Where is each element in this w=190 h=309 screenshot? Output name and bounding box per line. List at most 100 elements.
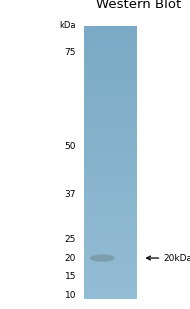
Bar (84, 163, 137, 165)
Bar (84, 81, 137, 83)
Bar (84, 239, 137, 241)
Bar (84, 90, 137, 92)
Bar (84, 286, 137, 288)
Bar (84, 57, 137, 59)
Bar (84, 281, 137, 283)
Bar (84, 141, 137, 143)
Bar (84, 97, 137, 99)
Bar (84, 177, 137, 179)
Bar (84, 119, 137, 121)
Bar (84, 35, 137, 38)
Bar (84, 252, 137, 254)
Bar (84, 64, 137, 67)
Bar (84, 164, 137, 167)
Bar (84, 275, 137, 277)
Bar (84, 259, 137, 261)
Bar (84, 228, 137, 230)
Text: 20kDa: 20kDa (163, 254, 190, 263)
Bar (84, 188, 137, 190)
Bar (84, 63, 137, 65)
Bar (84, 257, 137, 259)
Bar (84, 104, 137, 107)
Bar (84, 66, 137, 68)
Bar (84, 53, 137, 56)
Bar (84, 233, 137, 235)
Bar (84, 181, 137, 183)
Bar (84, 83, 137, 85)
Bar (84, 161, 137, 163)
Bar (84, 86, 137, 88)
Bar (84, 193, 137, 196)
Bar (84, 262, 137, 265)
Bar (84, 297, 137, 299)
Bar (84, 192, 137, 194)
Bar (84, 246, 137, 248)
Bar (84, 206, 137, 208)
Bar (84, 28, 137, 30)
Bar (84, 201, 137, 203)
Text: Western Blot: Western Blot (96, 0, 181, 11)
Bar (84, 204, 137, 206)
Bar (84, 288, 137, 290)
Bar (84, 260, 137, 263)
Bar (84, 199, 137, 201)
Bar (84, 128, 137, 130)
Bar (84, 130, 137, 132)
Bar (84, 277, 137, 279)
Text: 37: 37 (64, 190, 76, 199)
Bar (84, 179, 137, 181)
Bar (84, 39, 137, 41)
Bar (84, 159, 137, 161)
Bar (84, 124, 137, 127)
Bar (84, 190, 137, 192)
Bar (84, 253, 137, 256)
Bar (84, 94, 137, 96)
Text: 20: 20 (65, 254, 76, 263)
Bar (84, 175, 137, 177)
Bar (84, 72, 137, 74)
Bar (84, 79, 137, 81)
Ellipse shape (91, 254, 115, 261)
Bar (84, 44, 137, 47)
Bar (84, 152, 137, 154)
Bar (84, 222, 137, 225)
Bar (84, 68, 137, 70)
Bar (84, 293, 137, 295)
Bar (84, 248, 137, 250)
Bar (84, 226, 137, 228)
Bar (84, 48, 137, 50)
Bar (84, 84, 137, 87)
Bar (84, 123, 137, 125)
Bar (84, 61, 137, 63)
Bar (84, 282, 137, 285)
Text: 75: 75 (64, 48, 76, 57)
Ellipse shape (90, 255, 114, 261)
Bar (84, 41, 137, 43)
Bar (84, 50, 137, 52)
Bar (84, 221, 137, 223)
Bar (84, 121, 137, 123)
Bar (84, 230, 137, 232)
Bar (84, 219, 137, 221)
Bar (84, 264, 137, 266)
Bar (84, 137, 137, 139)
Bar (84, 279, 137, 281)
Bar (84, 208, 137, 210)
Bar (84, 142, 137, 145)
Text: 15: 15 (64, 272, 76, 281)
Text: 50: 50 (64, 142, 76, 150)
Bar (84, 34, 137, 36)
Bar (84, 30, 137, 32)
Bar (84, 88, 137, 90)
Bar (84, 37, 137, 39)
Text: kDa: kDa (59, 21, 76, 30)
Bar (84, 171, 137, 174)
Bar (84, 103, 137, 105)
Bar (84, 95, 137, 97)
Bar (84, 126, 137, 128)
Bar (84, 153, 137, 156)
Bar (84, 290, 137, 292)
Bar (84, 43, 137, 45)
Bar (84, 270, 137, 272)
Bar (84, 241, 137, 243)
